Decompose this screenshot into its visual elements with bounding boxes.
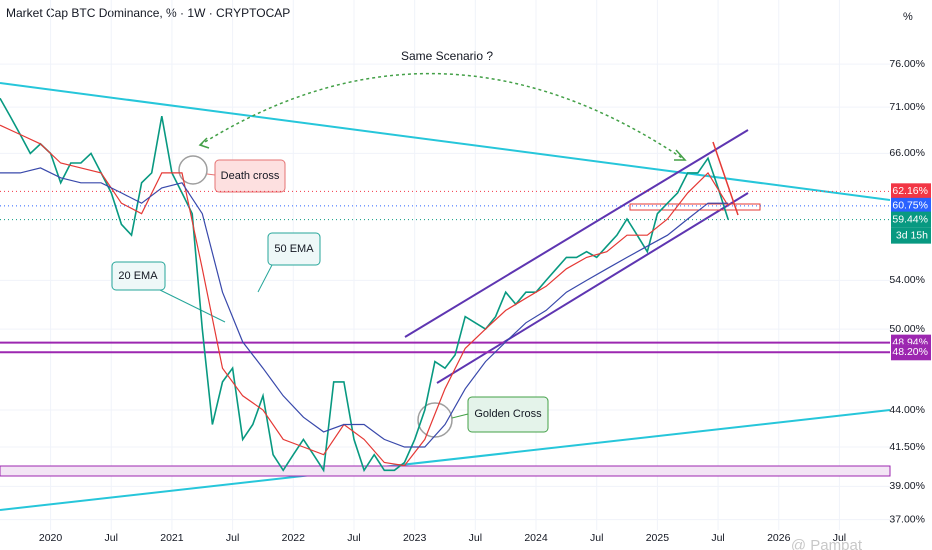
callout-pointer — [451, 413, 469, 419]
price-badge-label: 59.44% — [892, 213, 928, 225]
chart-title: Market Cap BTC Dominance, % · 1W · CRYPT… — [6, 6, 290, 20]
price-axis-bg — [890, 0, 932, 550]
trend-line — [0, 409, 891, 511]
level-label: 48.20% — [892, 346, 928, 358]
level-badge — [891, 344, 931, 361]
series-label: 50 EMA — [274, 243, 314, 255]
grid — [0, 0, 890, 530]
x-tick-label: 2021 — [160, 532, 184, 544]
trend-line — [0, 82, 891, 201]
cross-circle — [417, 402, 453, 438]
resistance-zone — [629, 203, 761, 211]
arrow-head — [198, 137, 210, 149]
cross-circle — [178, 155, 208, 185]
support-zone — [0, 465, 891, 477]
arrow-head — [674, 149, 687, 161]
callout-box — [267, 232, 321, 266]
price-badge — [891, 197, 931, 214]
callout-box — [111, 261, 166, 291]
drawings — [0, 72, 891, 511]
callout-pointer — [257, 264, 273, 293]
annotation: Golden Cross — [474, 408, 542, 420]
ema-line — [0, 167, 729, 448]
callouts: Same Scenario ? Death cross Golden Cross… — [111, 49, 549, 433]
channel-line — [404, 129, 749, 338]
y-tick-label: 71.00% — [889, 101, 925, 113]
x-tick-label: Jul — [711, 532, 724, 544]
watermark: @ Pampat — [791, 537, 863, 550]
ema-line — [0, 124, 729, 467]
price-badge-label: 62.16% — [892, 185, 928, 197]
series-label: 20 EMA — [118, 270, 158, 282]
x-tick-label: 2026 — [767, 532, 791, 544]
x-tick-label: 2023 — [403, 532, 427, 544]
scenario-arc — [199, 72, 686, 161]
callout-pointer — [159, 289, 226, 323]
x-tick-label: 2020 — [39, 532, 63, 544]
price-badge — [891, 183, 931, 200]
x-tick-label: 2024 — [524, 532, 548, 544]
x-tick-label: Jul — [105, 532, 118, 544]
y-unit: % — [903, 11, 913, 23]
x-tick-label: Jul — [590, 532, 603, 544]
annotation: Same Scenario ? — [401, 49, 493, 63]
x-tick-label: 2025 — [646, 532, 670, 544]
x-tick-label: Jul — [347, 532, 360, 544]
channel-line — [436, 192, 749, 384]
y-tick-label: 41.50% — [889, 441, 925, 453]
callout-box — [214, 159, 286, 193]
price-line — [0, 97, 729, 473]
y-tick-label: 54.00% — [889, 274, 925, 286]
y-tick-label: 66.00% — [889, 147, 925, 159]
y-tick-label: 37.00% — [889, 513, 925, 525]
y-tick-label: 50.00% — [889, 323, 925, 335]
x-tick-label: 2022 — [282, 532, 306, 544]
annotation: Death cross — [221, 170, 280, 182]
y-tick-label: 76.00% — [889, 58, 925, 70]
countdown-badge — [891, 227, 931, 244]
price-badge — [891, 211, 931, 228]
countdown: 3d 15h — [896, 229, 928, 241]
x-tick-label: Jul — [833, 532, 846, 544]
drop-arrow — [712, 141, 739, 216]
y-tick-label: 39.00% — [889, 480, 925, 492]
x-tick-label: Jul — [226, 532, 239, 544]
x-tick-label: Jul — [469, 532, 482, 544]
y-tick-label: 44.00% — [889, 404, 925, 416]
price-badge-label: 60.75% — [892, 200, 928, 212]
callout-pointer — [206, 173, 216, 176]
